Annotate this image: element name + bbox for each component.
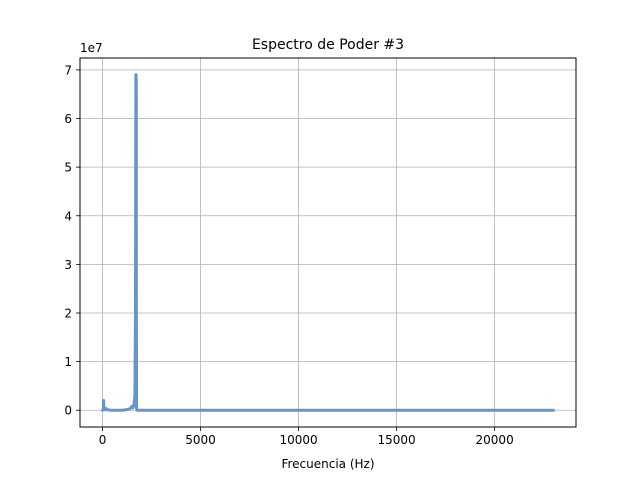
axes-frame [79,57,577,428]
y-tick-label: 1 [64,355,72,369]
y-tick-label: 5 [64,161,72,175]
x-tick-label: 10000 [279,433,317,447]
series-line-0 [101,73,555,412]
x-axis-label: Frecuencia (Hz) [281,457,374,471]
y-tick-label: 6 [64,112,72,126]
series-layer [101,73,555,412]
chart-title: Espectro de Poder #3 [252,37,404,53]
y-tick-label: 4 [64,209,72,223]
x-tick-label: 5000 [185,433,216,447]
y-tick-label: 7 [64,63,72,77]
x-tick-label: 15000 [378,433,416,447]
x-tick-label: 0 [99,433,107,447]
y-offset-label: 1e7 [80,41,103,55]
y-tick-label: 0 [64,404,72,418]
tick-layer: 0 5000 10000 15000 20000 0 1 2 3 4 5 6 7 [64,63,513,447]
x-tick-label: 20000 [476,433,514,447]
y-tick-label: 2 [64,306,72,320]
y-tick-label: 3 [64,258,72,272]
